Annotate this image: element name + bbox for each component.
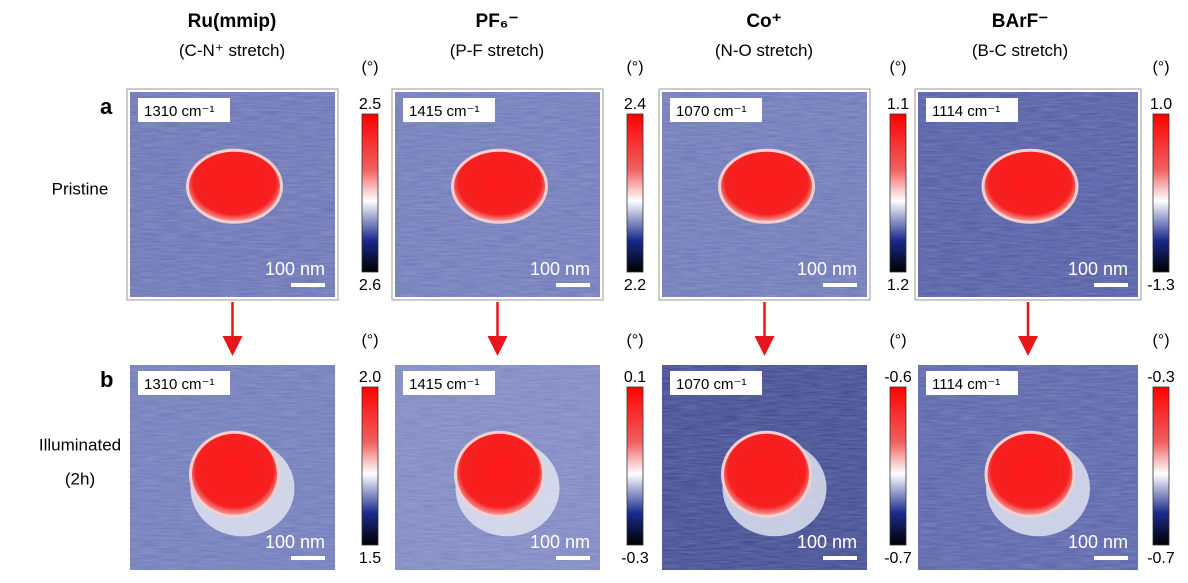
colorbar-max: -0.6 <box>884 369 912 386</box>
wavenumber-label: 1070 cm⁻¹ <box>676 103 746 120</box>
row-label: (2h) <box>65 470 95 489</box>
colorbar-max: 2.4 <box>624 96 646 113</box>
unit-label: (°) <box>361 59 378 76</box>
column-title: PF₆⁻ <box>476 11 519 32</box>
particle <box>191 432 279 516</box>
column-title: BArF⁻ <box>992 11 1048 32</box>
panel-label: a <box>100 94 113 119</box>
particle <box>188 150 282 222</box>
scale-bar-label: 100 nm <box>530 532 590 552</box>
particle <box>986 432 1074 516</box>
column-subtitle: (C-N⁺ stretch) <box>179 41 285 60</box>
colorbar-min: 1.2 <box>887 277 909 294</box>
colorbar-max: 0.1 <box>624 369 646 386</box>
colorbar-max: 1.0 <box>1150 96 1172 113</box>
colorbar <box>890 114 906 272</box>
colorbar <box>627 387 643 545</box>
particle <box>456 432 544 516</box>
column-subtitle: (P-F stretch) <box>450 41 544 60</box>
wavenumber-label: 1415 cm⁻¹ <box>409 376 479 393</box>
wavenumber-label: 1070 cm⁻¹ <box>676 376 746 393</box>
column-title: Co⁺ <box>746 11 781 32</box>
colorbar <box>627 114 643 272</box>
particle <box>723 432 811 516</box>
scale-bar-label: 100 nm <box>265 259 325 279</box>
column-subtitle: (N-O stretch) <box>715 41 813 60</box>
colorbar-min: 1.5 <box>359 550 381 567</box>
unit-label: (°) <box>889 59 906 76</box>
unit-label: (°) <box>361 332 378 349</box>
colorbar-max: 1.1 <box>887 96 909 113</box>
column-title: Ru(mmip) <box>188 11 277 32</box>
colorbar <box>362 114 378 272</box>
column-subtitle: (B-C stretch) <box>972 41 1068 60</box>
wavenumber-label: 1310 cm⁻¹ <box>144 103 214 120</box>
colorbar-min: -1.3 <box>1147 277 1175 294</box>
colorbar <box>1153 387 1169 545</box>
colorbar-min: 2.6 <box>359 277 381 294</box>
unit-label: (°) <box>1152 332 1169 349</box>
colorbar-min: -0.3 <box>621 550 649 567</box>
unit-label: (°) <box>889 332 906 349</box>
colorbar-min: -0.7 <box>884 550 912 567</box>
row-label: Pristine <box>52 180 109 199</box>
row-label: Illuminated <box>39 436 121 455</box>
colorbar-min: -0.7 <box>1147 550 1175 567</box>
wavenumber-label: 1415 cm⁻¹ <box>409 103 479 120</box>
wavenumber-label: 1310 cm⁻¹ <box>144 376 214 393</box>
colorbar-max: 2.5 <box>359 96 381 113</box>
scale-bar-label: 100 nm <box>1068 259 1128 279</box>
colorbar <box>890 387 906 545</box>
wavenumber-label: 1114 cm⁻¹ <box>932 103 1000 120</box>
panel-label: b <box>100 367 113 392</box>
particle <box>453 150 547 222</box>
colorbar <box>362 387 378 545</box>
scale-bar-label: 100 nm <box>530 259 590 279</box>
scale-bar-label: 100 nm <box>797 532 857 552</box>
unit-label: (°) <box>626 59 643 76</box>
unit-label: (°) <box>626 332 643 349</box>
figure: Ru(mmip) (C-N⁺ stretch) PF₆⁻ (P-F stretch) C… <box>0 0 1188 583</box>
wavenumber-label: 1114 cm⁻¹ <box>932 376 1000 393</box>
colorbar <box>1153 114 1169 272</box>
scale-bar-label: 100 nm <box>265 532 325 552</box>
scale-bar-label: 100 nm <box>797 259 857 279</box>
colorbar-max: 2.0 <box>359 369 381 386</box>
particle <box>720 150 814 222</box>
colorbar-max: -0.3 <box>1147 369 1175 386</box>
particle <box>983 150 1077 222</box>
scale-bar-label: 100 nm <box>1068 532 1128 552</box>
colorbar-min: 2.2 <box>624 277 646 294</box>
unit-label: (°) <box>1152 59 1169 76</box>
